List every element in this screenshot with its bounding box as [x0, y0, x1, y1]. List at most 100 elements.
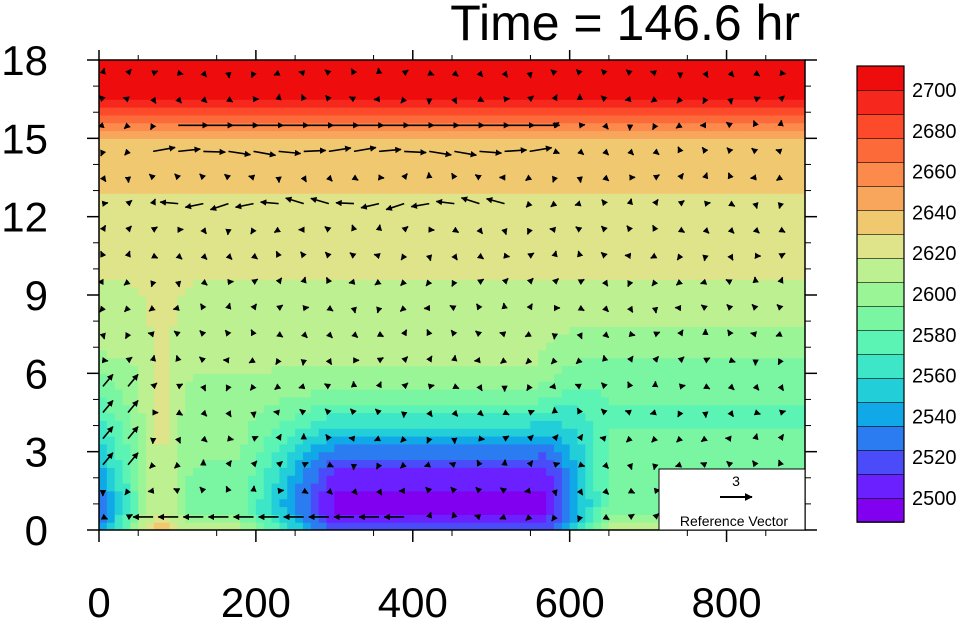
contour-cell — [389, 436, 398, 445]
contour-cell — [601, 122, 610, 132]
contour-cell — [585, 91, 594, 100]
contour-cell — [240, 436, 249, 445]
contour-cell — [428, 451, 437, 461]
contour-cell — [663, 67, 673, 77]
contour-cell — [436, 349, 445, 359]
contour-cell — [106, 498, 116, 508]
contour-cell — [177, 342, 186, 351]
contour-cell — [467, 255, 477, 265]
contour-cell — [718, 302, 728, 312]
contour-cell — [138, 318, 147, 327]
contour-cell — [734, 232, 743, 241]
contour-cell — [161, 193, 171, 202]
contour-cell — [240, 443, 249, 453]
contour-cell — [616, 138, 626, 147]
contour-cell — [310, 349, 320, 359]
contour-cell — [655, 412, 665, 421]
contour-cell — [263, 114, 273, 124]
contour-cell — [153, 326, 163, 335]
contour-cell — [601, 490, 610, 500]
contour-cell — [397, 216, 406, 226]
contour-cell — [467, 310, 477, 320]
contour-cell — [608, 310, 618, 320]
contour-cell — [734, 255, 743, 265]
contour-cell — [687, 216, 696, 226]
contour-cell — [718, 357, 728, 367]
contour-cell — [185, 428, 194, 437]
contour-cell — [177, 185, 186, 194]
contour-cell — [436, 428, 445, 437]
contour-cell — [467, 420, 477, 429]
contour-cell — [248, 428, 257, 437]
contour-cell — [389, 83, 398, 92]
contour-cell — [648, 436, 657, 445]
contour-cell — [412, 279, 422, 288]
contour-cell — [295, 107, 304, 116]
contour-cell — [624, 177, 634, 186]
contour-cell — [561, 279, 571, 288]
contour-cell — [208, 420, 218, 429]
contour-cell — [263, 443, 273, 453]
contour-cell — [710, 154, 720, 163]
contour-cell — [138, 154, 147, 163]
contour-cell — [530, 381, 539, 390]
contour-cell — [279, 248, 288, 257]
contour-cell — [153, 224, 163, 233]
contour-cell — [99, 310, 108, 320]
contour-cell — [687, 271, 696, 280]
contour-cell — [459, 114, 469, 124]
contour-cell — [287, 255, 296, 265]
contour-cell — [585, 138, 594, 147]
contour-cell — [632, 122, 641, 132]
contour-cell — [601, 483, 610, 492]
contour-cell — [381, 208, 390, 218]
contour-cell — [365, 161, 375, 171]
contour-cell — [593, 130, 602, 139]
contour-cell — [200, 428, 210, 437]
contour-cell — [255, 522, 265, 530]
contour-cell — [726, 185, 735, 194]
contour-cell — [459, 389, 469, 398]
contour-cell — [279, 193, 288, 202]
contour-cell — [255, 412, 265, 421]
contour-cell — [248, 365, 257, 374]
contour-cell — [522, 436, 532, 445]
contour-cell — [577, 506, 586, 515]
contour-cell — [114, 169, 124, 179]
contour-cell — [271, 318, 281, 327]
contour-cell — [295, 396, 304, 406]
contour-cell — [342, 295, 351, 304]
contour-cell — [522, 161, 532, 171]
contour-cell — [357, 232, 367, 241]
contour-cell — [365, 232, 375, 241]
contour-cell — [334, 420, 343, 429]
contour-cell — [452, 373, 461, 382]
contour-cell — [459, 451, 469, 461]
contour-cell — [350, 498, 359, 508]
contour-cell — [287, 83, 296, 92]
contour-cell — [726, 114, 735, 124]
contour-cell — [263, 201, 273, 210]
contour-cell — [153, 443, 163, 453]
contour-cell — [216, 240, 226, 249]
contour-cell — [459, 201, 469, 210]
contour-cell — [593, 295, 602, 304]
contour-cell — [240, 263, 249, 273]
contour-cell — [318, 193, 328, 202]
contour-cell — [373, 326, 382, 335]
contour-cell — [436, 263, 445, 273]
contour-cell — [287, 514, 296, 523]
contour-cell — [389, 201, 398, 210]
contour-cell — [216, 216, 226, 226]
contour-cell — [679, 248, 688, 257]
contour-cell — [640, 412, 649, 421]
contour-cell — [679, 216, 688, 226]
contour-cell — [373, 161, 382, 171]
contour-cell — [310, 99, 320, 108]
contour-cell — [177, 310, 186, 320]
contour-cell — [177, 396, 186, 406]
contour-cell — [193, 232, 202, 241]
contour-cell — [703, 365, 712, 374]
contour-cell — [122, 107, 131, 116]
contour-cell — [703, 443, 712, 453]
